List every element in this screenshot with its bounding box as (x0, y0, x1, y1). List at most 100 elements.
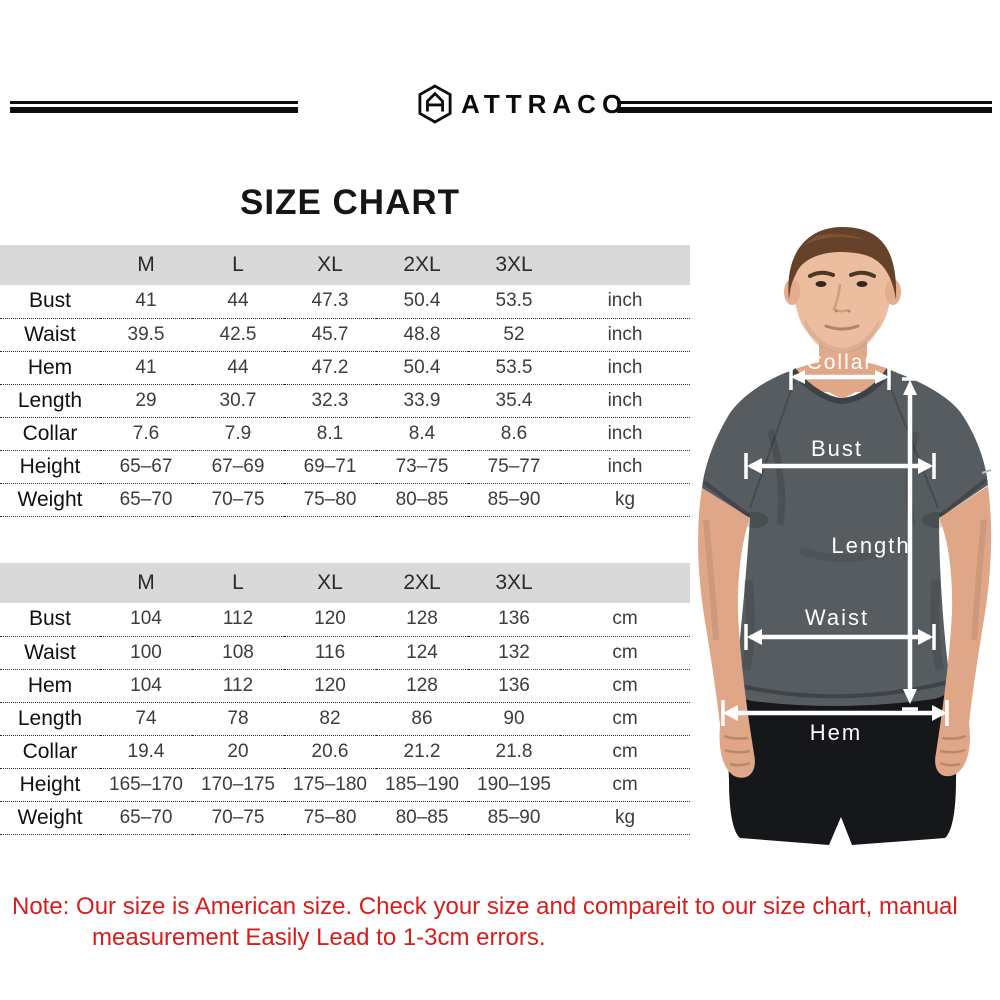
left-divider-lines (10, 101, 298, 113)
divider-line (617, 101, 992, 104)
size-value: 74 (135, 707, 157, 729)
size-value: 41 (135, 290, 157, 312)
size-value: 29 (135, 389, 157, 411)
size-value: 8.6 (500, 422, 528, 444)
size-table-inch: M L XL 2XL 3XL Bust 41 44 47.3 50.4 53.5 inch Waist… (0, 245, 690, 517)
size-value: 170–175 (201, 773, 275, 795)
size-table-row: Length 29 30.7 32.3 33.9 35.4 inch (0, 384, 690, 417)
size-value: 120 (314, 674, 346, 696)
size-value: 85–90 (487, 806, 541, 828)
unit-label: cm (612, 641, 638, 663)
size-value: 175–180 (293, 773, 367, 795)
size-value: 53.5 (495, 356, 533, 378)
size-value: 108 (222, 641, 254, 663)
hem-annotation-label: Hem (810, 720, 862, 745)
size-value: 19.4 (127, 740, 165, 762)
size-table-row: Hem 41 44 47.2 50.4 53.5 inch (0, 351, 690, 384)
unit-label: kg (614, 806, 636, 828)
size-value: 35.4 (495, 389, 533, 411)
size-value: 7.9 (224, 422, 252, 444)
measure-label: Waist (24, 322, 76, 346)
size-table-row: Waist 39.5 42.5 45.7 48.8 52 inch (0, 318, 690, 351)
size-table-row: Bust 104 112 120 128 136 cm (0, 603, 690, 636)
unit-label: cm (612, 740, 638, 762)
size-table-row: Hem 104 112 120 128 136 cm (0, 669, 690, 702)
waist-annotation-label: Waist (805, 605, 869, 630)
size-table-row: Height 165–170 170–175 175–180 185–190 190–19… (0, 768, 690, 801)
unit-label: inch (607, 356, 643, 378)
unit-label: kg (614, 488, 636, 510)
unit-label: cm (612, 674, 638, 696)
brand-logo: ATTRACO (418, 84, 628, 124)
length-arrow (902, 377, 918, 711)
size-value: 75–77 (487, 455, 541, 477)
size-value: 69–71 (303, 455, 357, 477)
waist-arrow (744, 624, 936, 650)
bust-arrow (744, 453, 936, 479)
measure-label: Height (19, 772, 81, 796)
size-value: 128 (406, 674, 438, 696)
measure-label: Height (19, 454, 81, 478)
header-row: M L XL 2XL 3XL (0, 245, 690, 285)
measure-label: Collar (22, 421, 78, 445)
size-value: 75–80 (303, 806, 357, 828)
unit-label: inch (607, 389, 643, 411)
size-value: 41 (135, 356, 157, 378)
size-value: 70–75 (211, 488, 265, 510)
size-value: 65–70 (119, 806, 173, 828)
hem-arrow (721, 700, 949, 726)
size-table-row: Length 74 78 82 86 90 cm (0, 702, 690, 735)
unit-label: inch (607, 422, 643, 444)
unit-label: cm (612, 773, 638, 795)
size-value: 82 (319, 707, 341, 729)
model-photo: Collar Bust Length (690, 220, 1000, 852)
divider-line (10, 107, 298, 113)
size-value: 165–170 (109, 773, 183, 795)
size-value: 47.2 (311, 356, 349, 378)
model-illustration: Collar Bust Length (698, 227, 992, 845)
divider-line (10, 101, 298, 104)
size-value: 52 (503, 323, 525, 345)
size-value: 116 (314, 641, 346, 663)
header-row: M L XL 2XL 3XL (0, 563, 690, 603)
brand-name: ATTRACO (461, 88, 629, 119)
size-column-header: L (232, 253, 244, 276)
size-value: 8.4 (408, 422, 436, 444)
size-value: 67–69 (211, 455, 265, 477)
page-title: SIZE CHART (240, 183, 460, 222)
size-column-header: L (232, 571, 244, 594)
corner-cell (0, 245, 100, 285)
size-table-row: Collar 7.6 7.9 8.1 8.4 8.6 inch (0, 417, 690, 450)
size-value: 124 (406, 641, 438, 663)
unit-label: cm (612, 707, 638, 729)
size-value: 112 (222, 674, 254, 696)
measure-label: Waist (24, 640, 76, 664)
size-value: 132 (498, 641, 530, 663)
size-column-header: M (137, 253, 155, 276)
size-value: 33.9 (403, 389, 441, 411)
size-value: 136 (498, 608, 530, 630)
size-value: 104 (130, 674, 162, 696)
size-value: 104 (130, 608, 162, 630)
size-value: 65–70 (119, 488, 173, 510)
measure-label: Bust (28, 289, 72, 313)
size-value: 7.6 (132, 422, 160, 444)
size-column-header: M (137, 571, 155, 594)
size-table-row: Weight 65–70 70–75 75–80 80–85 85–90 kg (0, 483, 690, 516)
size-value: 112 (222, 608, 254, 630)
unit-corner-cell (560, 563, 690, 603)
measure-label: Hem (27, 673, 73, 697)
size-value: 65–67 (119, 455, 173, 477)
length-annotation-label: Length (831, 533, 910, 558)
size-value: 100 (130, 641, 162, 663)
size-table-row: Height 65–67 67–69 69–71 73–75 75–77 inch (0, 450, 690, 483)
size-table-row: Waist 100 108 116 124 132 cm (0, 636, 690, 669)
size-value: 42.5 (219, 323, 257, 345)
size-value: 50.4 (403, 290, 441, 312)
size-value: 50.4 (403, 356, 441, 378)
collar-arrow (789, 364, 891, 390)
measure-label: Bust (28, 607, 72, 631)
size-value: 20 (227, 740, 249, 762)
size-column-header: XL (317, 571, 343, 594)
size-value: 44 (227, 290, 249, 312)
